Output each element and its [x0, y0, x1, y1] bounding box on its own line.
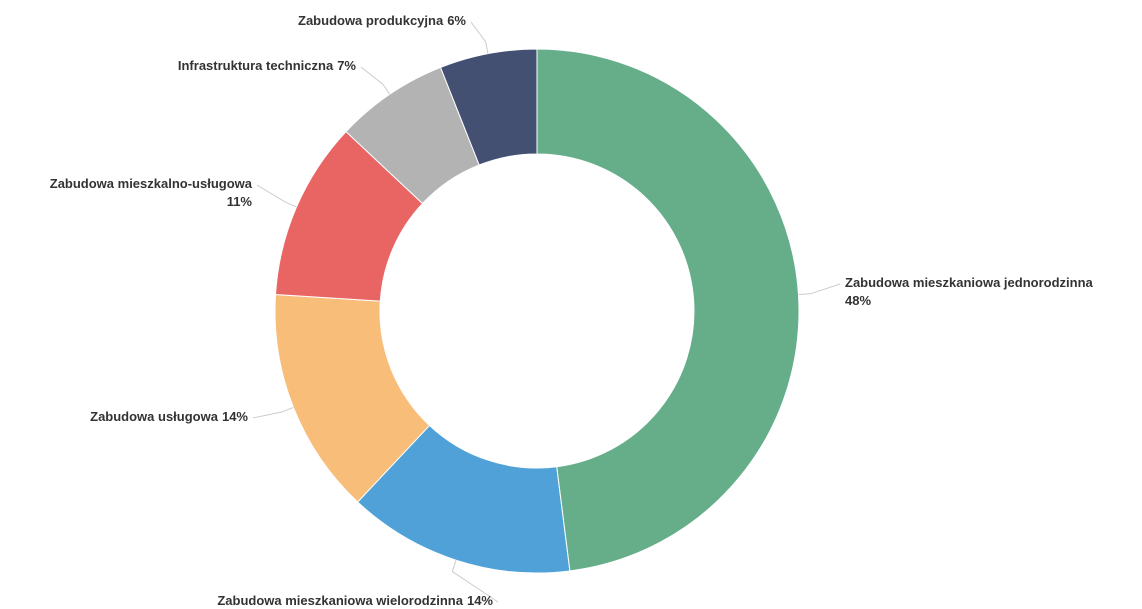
slice-name: Zabudowa produkcyjna [298, 13, 444, 28]
slice-name: Infrastruktura techniczna [178, 58, 334, 73]
slice-label: Zabudowa mieszkaniowa wielorodzinna 14% [217, 593, 493, 608]
slice-value: 14% [467, 593, 493, 608]
slice-value: 7% [337, 58, 356, 73]
slice-name: Zabudowa mieszkalno-usługowa [50, 176, 253, 191]
slice-name: Zabudowa mieszkaniowa jednorodzinna [845, 275, 1094, 290]
slice-value: 6% [447, 13, 466, 28]
slice-value: 48% [845, 293, 871, 308]
leader-line [470, 21, 489, 54]
leader-line [798, 283, 841, 296]
leader-line [252, 406, 294, 419]
donut-slice [439, 48, 538, 166]
slice-label: Infrastruktura techniczna 7% [178, 58, 357, 73]
slice-name: Zabudowa mieszkaniowa wielorodzinna [217, 593, 463, 608]
slice-label: Zabudowa mieszkalno-usługowa 11% [50, 176, 253, 209]
leader-line [360, 66, 391, 95]
leader-line [256, 184, 297, 208]
slice-label: Zabudowa usługowa 14% [90, 409, 248, 424]
slice-name: Zabudowa usługowa [90, 409, 219, 424]
slice-label: Zabudowa produkcyjna 6% [298, 13, 466, 28]
slice-value: 14% [222, 409, 248, 424]
donut-slice [536, 48, 800, 572]
slice-label: Zabudowa mieszkaniowa jednorodzinna 48% [845, 275, 1094, 308]
slice-value: 11% [227, 194, 253, 209]
leader-line [451, 560, 499, 603]
